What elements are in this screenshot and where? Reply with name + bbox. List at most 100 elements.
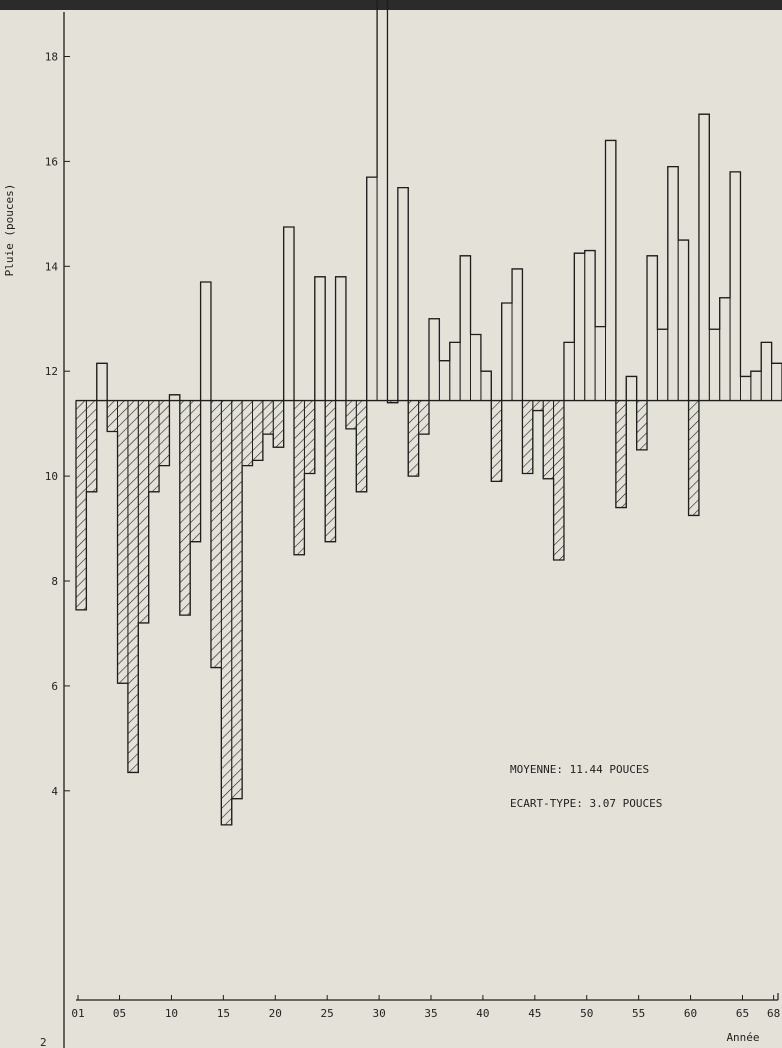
hatch-region-9 [159, 400, 170, 466]
hatch-region-22 [294, 400, 305, 555]
x-tick-label-60: 60 [684, 1007, 697, 1020]
bar-57 [656, 328, 669, 402]
bar-21 [283, 226, 295, 402]
bar-54 [625, 375, 638, 402]
axes-group [63, 12, 782, 1048]
bar-49 [573, 252, 586, 402]
mean-annotation: MOYENNE: 11.44 POUCES [510, 763, 649, 776]
bar-50 [584, 250, 596, 402]
y-axis-title: Pluie (pouces) [3, 184, 16, 277]
bar-66 [750, 370, 762, 402]
y-tick-label-14: 14 [45, 260, 59, 273]
hatch-region-46 [543, 400, 554, 479]
x-tick-label-20: 20 [269, 1007, 282, 1020]
bar-38 [459, 255, 471, 402]
hatch-region-31 [387, 400, 398, 403]
bar-24 [314, 276, 326, 402]
hatch-region-4 [107, 400, 118, 432]
bar-51 [594, 326, 606, 402]
bar-68 [771, 362, 782, 402]
hatch-region-8 [148, 400, 160, 492]
hatch-region-27 [345, 400, 357, 429]
x-tick-label-30: 30 [372, 1007, 385, 1020]
bar-58 [667, 166, 679, 402]
hatch-region-11 [179, 400, 191, 616]
bar-62 [708, 328, 721, 402]
bar-67 [760, 341, 773, 402]
bar-65 [740, 375, 752, 402]
y-tick-label-10: 10 [45, 470, 58, 483]
hatch-region-18 [252, 400, 263, 461]
x-tick-label-68: 68 [767, 1007, 780, 1020]
hatch-region-23 [304, 400, 315, 474]
bar-36 [438, 360, 451, 402]
bar-39 [470, 334, 482, 402]
bar-63 [719, 297, 731, 402]
x-tick-label-10: 10 [165, 1007, 178, 1020]
bar-13 [200, 281, 212, 402]
bar-52 [605, 139, 617, 402]
scan-top-band [0, 0, 782, 10]
hatch-region-34 [418, 400, 429, 435]
bar-43 [511, 268, 523, 402]
x-tick-label-55: 55 [632, 1007, 645, 1020]
y-tick-label-8: 8 [51, 575, 58, 588]
std-annotation: ECART-TYPE: 3.07 POUCES [510, 797, 662, 810]
bar-56 [646, 255, 658, 402]
hatch-region-7 [138, 400, 149, 623]
bar-32 [397, 187, 409, 402]
ticks-group: 4681012141618200105101520253035404550556… [45, 51, 780, 1021]
hatch-region-1 [76, 400, 87, 610]
hatch-region-20 [273, 400, 284, 448]
hatch-region-5 [117, 400, 128, 684]
hatch-region-55 [636, 400, 648, 450]
bar-3 [96, 362, 108, 402]
hatch-region-6 [127, 400, 139, 773]
x-tick-label-65: 65 [736, 1007, 749, 1020]
x-axis-title: Année [726, 1031, 759, 1044]
x-tick-label-25: 25 [321, 1007, 334, 1020]
x-tick-label-45: 45 [528, 1007, 541, 1020]
hatch-region-15 [221, 400, 232, 825]
hatch-region-17 [242, 400, 253, 466]
hatch-region-60 [688, 400, 699, 516]
hatch-region-47 [553, 400, 564, 561]
hatch-region-41 [491, 400, 502, 482]
bar-42 [501, 302, 513, 402]
hatch-region-16 [231, 400, 243, 799]
hatch-region-2 [86, 400, 97, 492]
below-mean-hatch-group [76, 400, 699, 825]
stray-tick-label: 2 [40, 1036, 47, 1048]
hatch-region-53 [615, 400, 627, 508]
hatch-region-19 [262, 400, 274, 435]
x-tick-label-1: 01 [71, 1007, 84, 1020]
bar-30 [376, 0, 388, 402]
bar-64 [729, 171, 741, 402]
bar-10 [168, 394, 181, 402]
x-tick-label-35: 35 [424, 1007, 437, 1020]
bar-29 [366, 176, 378, 402]
y-tick-label-12: 12 [45, 365, 58, 378]
x-tick-label-15: 15 [217, 1007, 230, 1020]
bar-35 [428, 318, 440, 402]
y-tick-label-16: 16 [45, 155, 58, 168]
bar-26 [335, 276, 347, 402]
hatch-region-33 [408, 400, 419, 477]
hatch-region-44 [522, 400, 533, 474]
hatch-region-28 [356, 400, 367, 492]
hatch-region-14 [210, 400, 222, 668]
x-tick-label-5: 05 [113, 1007, 126, 1020]
y-tick-label-4: 4 [51, 785, 58, 798]
bar-61 [698, 113, 710, 402]
x-tick-label-50: 50 [580, 1007, 593, 1020]
bar-37 [449, 341, 461, 402]
y-tick-label-6: 6 [51, 680, 58, 693]
hatch-region-25 [325, 400, 336, 542]
bar-40 [480, 370, 492, 402]
y-tick-label-18: 18 [45, 51, 58, 64]
bar-48 [563, 341, 575, 402]
hatch-region-12 [190, 400, 201, 542]
hatch-region-45 [532, 400, 544, 411]
